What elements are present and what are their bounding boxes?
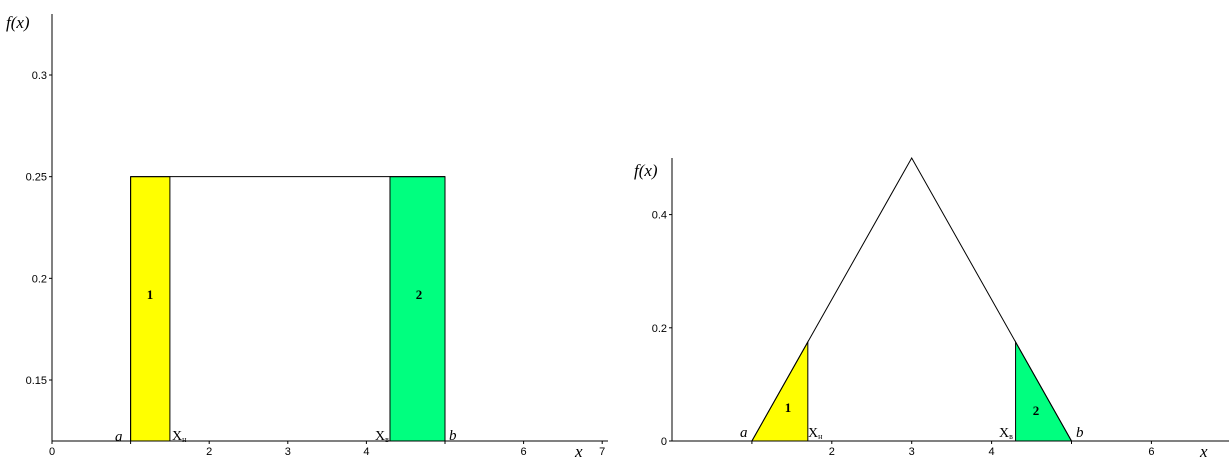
y-axis-title: f(x) bbox=[6, 13, 30, 32]
annotation-b: b bbox=[1076, 425, 1084, 441]
x-tick-label: 3 bbox=[285, 446, 291, 458]
uniform-distribution-chart: 0 2 3 4 6 7 0.15 0.2 0.25 0.3 f(x) x a b Xн Xв 1… bbox=[6, 13, 608, 459]
x-tick-label: 6 bbox=[1148, 446, 1154, 458]
annotation-x-low: Xн bbox=[808, 426, 823, 441]
x-ticks: 0 2 3 4 6 7 bbox=[49, 441, 605, 458]
x-tick-label: 2 bbox=[206, 446, 212, 458]
annotation-a: a bbox=[115, 429, 123, 445]
y-ticks: 0 0.2 0.4 bbox=[652, 210, 672, 448]
region-1-label: 1 bbox=[147, 287, 154, 302]
x-tick-label: 7 bbox=[599, 446, 605, 458]
x-ticks: 2 3 4 6 bbox=[751, 441, 1154, 458]
y-tick-label: 0.15 bbox=[26, 375, 47, 387]
y-tick-label: 0.25 bbox=[26, 172, 47, 184]
annotation-x-high: Xв bbox=[999, 426, 1013, 441]
y-tick-label: 0.2 bbox=[652, 323, 667, 335]
region-2-area bbox=[389, 176, 446, 442]
density-curve bbox=[751, 156, 1072, 442]
x-axis-title: x bbox=[1199, 442, 1208, 459]
x-tick-label: 4 bbox=[989, 446, 995, 458]
y-tick-label: 0 bbox=[661, 436, 667, 448]
x-tick-label: 6 bbox=[521, 446, 527, 458]
y-tick-label: 0.2 bbox=[32, 273, 47, 285]
y-tick-label: 0.3 bbox=[32, 70, 47, 82]
x-axis-title: x bbox=[574, 442, 583, 459]
annotation-a: a bbox=[740, 425, 748, 441]
triangular-distribution-chart: 2 3 4 6 0 0.2 0.4 f(x) x a b Xн Xв 1 2 bbox=[634, 156, 1229, 459]
x-tick-label: 0 bbox=[49, 446, 55, 458]
y-tick-label: 0.4 bbox=[652, 210, 667, 222]
region-2-label: 2 bbox=[416, 287, 423, 302]
annotation-b: b bbox=[449, 428, 457, 444]
region-1-area bbox=[130, 176, 171, 442]
region-2-label: 2 bbox=[1033, 403, 1040, 418]
region-1-label: 1 bbox=[785, 400, 792, 415]
x-tick-label: 3 bbox=[909, 446, 915, 458]
x-tick-label: 4 bbox=[363, 446, 369, 458]
y-axis-title: f(x) bbox=[634, 161, 658, 180]
x-tick-label: 2 bbox=[829, 446, 835, 458]
annotation-x-low: Xн bbox=[172, 429, 187, 444]
y-ticks: 0.15 0.2 0.25 0.3 bbox=[26, 70, 52, 387]
annotation-x-high: Xв bbox=[375, 429, 389, 444]
